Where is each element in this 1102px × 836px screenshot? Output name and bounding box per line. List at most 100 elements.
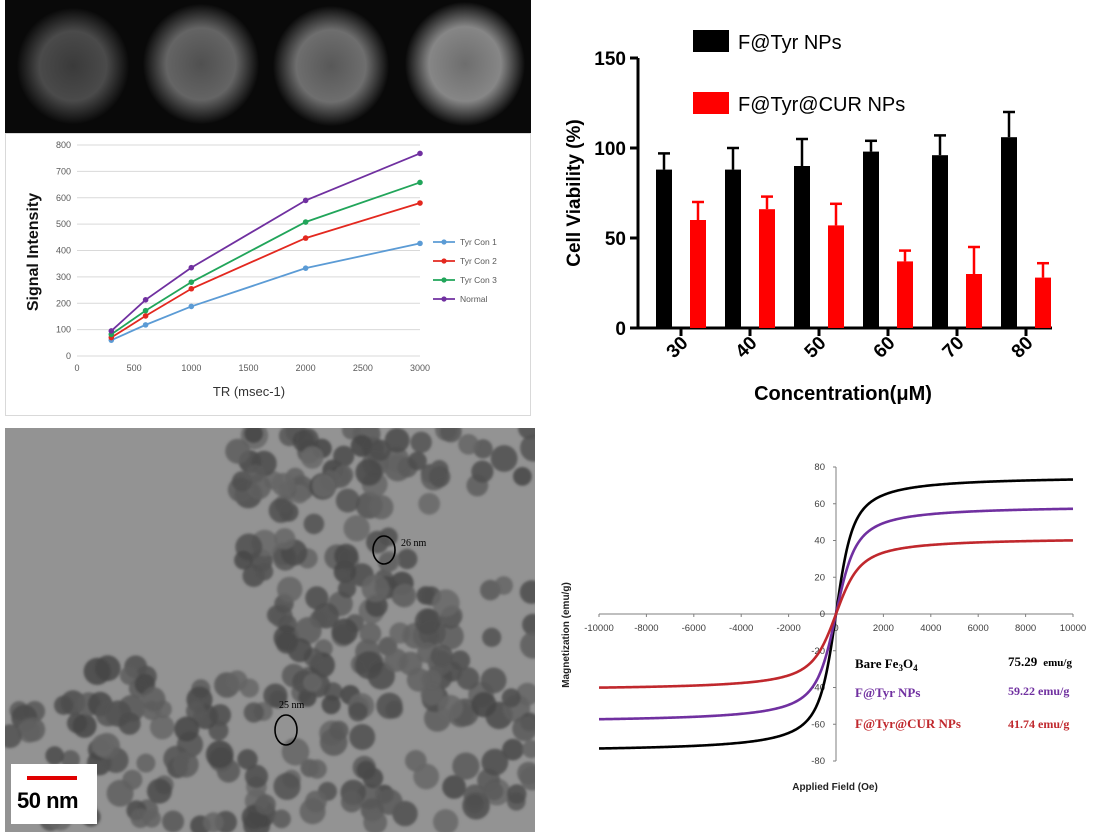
y-tick-label: -80: [811, 756, 825, 767]
legend-fcur-value: 41.74 emu/g: [1008, 717, 1069, 731]
data-point: [417, 179, 423, 186]
nanoparticle: [149, 714, 175, 740]
nanoparticle: [303, 513, 325, 535]
data-point: [302, 265, 309, 271]
nanoparticle: [255, 794, 276, 815]
nanoparticle: [334, 465, 354, 485]
x-tick-label: 40: [732, 333, 762, 363]
nanoparticle: [234, 550, 253, 570]
x-tick-label: 0: [833, 623, 838, 634]
nanoparticle: [333, 445, 355, 467]
nanoparticle: [519, 580, 535, 604]
y-tick-label: 100: [56, 325, 71, 335]
nanoparticle: [185, 701, 206, 722]
nanoparticle: [237, 749, 258, 770]
nanoparticle: [271, 472, 295, 497]
x-tick-label: 70: [939, 333, 969, 363]
tem-micrograph: 26 nm 25 nm 50 nm: [5, 428, 535, 832]
nanoparticle: [305, 586, 329, 610]
nanoparticle: [428, 466, 451, 488]
nanoparticle: [255, 562, 274, 581]
signal-intensity-chart: 0 100 200 300 400 500 600 700 800 0 500 1000 1500 20…: [25, 140, 497, 399]
y-axis-title: Magnetization (emu/g): [561, 582, 572, 688]
x-axis-title: Applied Field (Oe): [792, 782, 878, 793]
nanoparticle: [246, 464, 265, 483]
nanoparticle: [281, 738, 310, 766]
data-point: [302, 197, 309, 204]
nanoparticle: [136, 753, 156, 773]
y-tick-label: 100: [594, 139, 626, 160]
x-tick-label: 1500: [238, 363, 258, 373]
x-tick-label: 1000: [181, 363, 201, 373]
mri-phantom-images: [5, 0, 531, 133]
y-tick-label: 200: [56, 298, 71, 308]
y-tick-label: 600: [56, 193, 71, 203]
series-line-3: [110, 181, 421, 336]
nanoparticle: [5, 724, 22, 749]
nanoparticle: [522, 740, 535, 759]
nanoparticle: [442, 775, 466, 799]
nanoparticle: [95, 701, 121, 727]
data-point: [302, 219, 309, 225]
nanoparticle: [292, 430, 315, 452]
data-point: [142, 313, 149, 319]
data-point: [417, 200, 423, 206]
nanoparticle: [418, 492, 441, 515]
y-tick-label: 700: [56, 166, 71, 176]
x-tick-label: 6000: [968, 623, 989, 634]
legend-marker: [441, 277, 447, 283]
y-tick-label: 500: [56, 219, 71, 229]
nanoparticle: [413, 763, 440, 790]
nanoparticle: [243, 702, 264, 723]
nanoparticle: [274, 528, 296, 550]
y-tick-label: 0: [820, 609, 825, 620]
nanoparticle: [518, 428, 535, 440]
x-tick-label: 2000: [873, 623, 894, 634]
legend-swatch: [693, 30, 729, 52]
y-tick-label: 50: [605, 229, 626, 250]
nanoparticle: [354, 651, 383, 680]
data-point: [142, 307, 149, 314]
bar-ftyr: [794, 166, 810, 328]
nanoparticle: [384, 428, 410, 453]
legend-label: Normal: [460, 294, 488, 304]
y-tick-label: -40: [811, 683, 825, 694]
nanoparticle: [311, 474, 336, 498]
legend-swatch: [693, 92, 729, 114]
legend-marker: [441, 296, 447, 302]
nanoparticle: [349, 724, 376, 750]
nanoparticle: [45, 746, 64, 765]
nanoparticle: [244, 428, 263, 443]
nanoparticle: [268, 690, 287, 709]
magnetization-legend: Bare Fe3O4 75.29 emu/g F@Tyr NPs 59.22 em…: [855, 654, 1072, 731]
nanoparticle: [369, 439, 391, 461]
y-tick-label: 80: [814, 462, 825, 473]
legend-label: Tyr Con 2: [460, 256, 497, 266]
nanoparticle: [268, 498, 294, 523]
nanoparticle: [172, 751, 199, 778]
legend-ftyr: F@Tyr NPs: [855, 685, 920, 700]
label-26nm: 26 nm: [401, 538, 427, 549]
legend-label: Tyr Con 1: [460, 237, 497, 247]
data-point: [188, 279, 195, 285]
x-tick-label: 3000: [410, 363, 430, 373]
nanoparticle: [452, 752, 480, 780]
nanoparticle: [83, 657, 111, 685]
bar-ftyr: [863, 151, 879, 328]
nanoparticle: [361, 574, 390, 603]
nanoparticle: [334, 543, 359, 568]
nanoparticle: [378, 550, 400, 572]
hysteresis-curve-3: [598, 539, 1074, 689]
nanoparticle: [355, 458, 383, 486]
nanoparticle: [225, 438, 251, 464]
y-tick-label: 60: [814, 499, 825, 510]
nanoparticle: [362, 767, 384, 789]
nanoparticle: [482, 627, 502, 647]
nanoparticle: [299, 798, 326, 825]
nanoparticle: [471, 692, 497, 718]
nanoparticle: [480, 667, 507, 694]
nanoparticle: [397, 548, 418, 570]
nanoparticle: [471, 460, 494, 483]
y-tick-label: 400: [56, 246, 71, 256]
particle-marker-25nm: [274, 714, 298, 746]
